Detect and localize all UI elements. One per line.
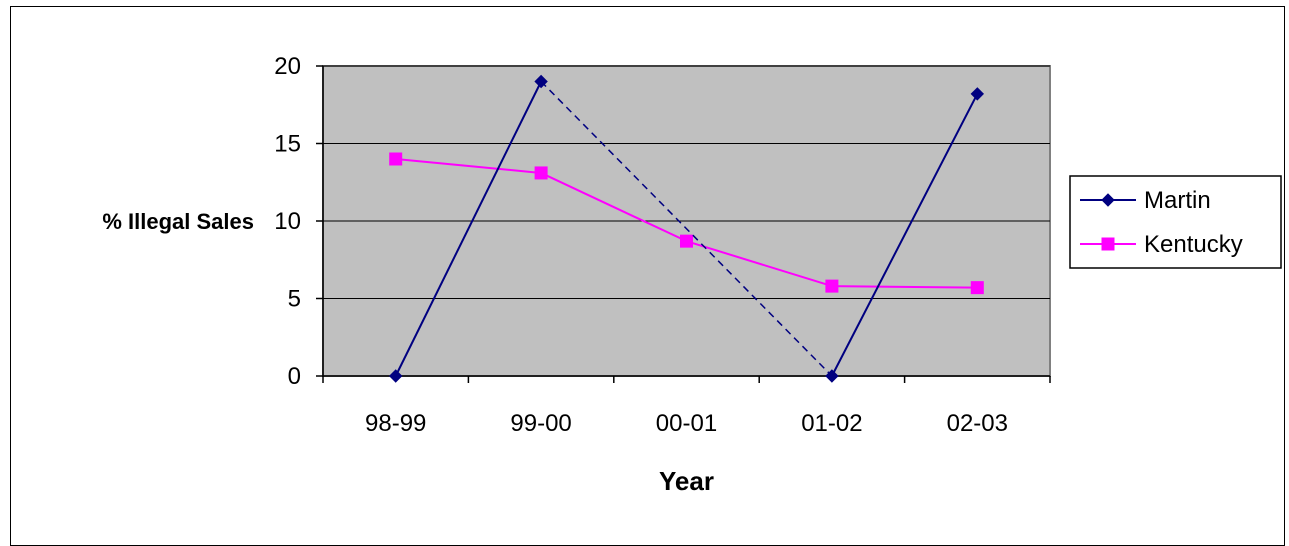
data-point [680, 234, 693, 248]
series-layer [388, 74, 985, 383]
series-martin [388, 74, 985, 383]
series-kentucky [389, 152, 984, 295]
data-point [825, 369, 839, 383]
y-tick-label: 15 [274, 131, 301, 158]
legend-box [1069, 175, 1282, 269]
x-tick-label: 99-00 [510, 410, 571, 437]
legend-marker [1101, 237, 1115, 251]
x-tick-label: 02-03 [947, 410, 1008, 437]
series-line-segment [831, 93, 979, 377]
legend-marker [1101, 193, 1115, 207]
series-gap-line [540, 80, 833, 377]
x-tick-label: 01-02 [801, 410, 862, 437]
data-point [825, 279, 839, 293]
gridlines [323, 65, 1050, 299]
series-line-segment [395, 158, 542, 174]
legend: Martin Kentucky [1069, 175, 1282, 269]
y-tick-label: 0 [288, 363, 301, 390]
series-line-segment [831, 285, 978, 289]
legend-label: Kentucky [1144, 231, 1243, 258]
x-tick-label: 98-99 [365, 410, 426, 437]
legend-item-kentucky: Kentucky [1080, 231, 1243, 258]
y-tick-label: 5 [288, 286, 301, 313]
data-point [970, 281, 984, 295]
data-point [970, 87, 985, 101]
data-point [534, 166, 548, 180]
axes: 0 5 10 15 20 98-99 99-00 00-01 01-02 02-03 [274, 53, 1051, 437]
x-axis-title: Year [659, 466, 714, 496]
series-line-segment [686, 240, 833, 288]
data-point [534, 74, 548, 89]
x-tick-label: 00-01 [656, 410, 717, 437]
y-tick-label: 20 [274, 53, 301, 80]
y-axis-title: % Illegal Sales [102, 209, 254, 234]
series-line-segment [540, 172, 687, 243]
legend-label: Martin [1144, 187, 1211, 214]
data-point [388, 369, 403, 383]
legend-item-martin: Martin [1080, 187, 1211, 214]
data-point [389, 152, 403, 166]
series-line-segment [394, 81, 542, 377]
y-tick-label: 10 [274, 208, 301, 235]
